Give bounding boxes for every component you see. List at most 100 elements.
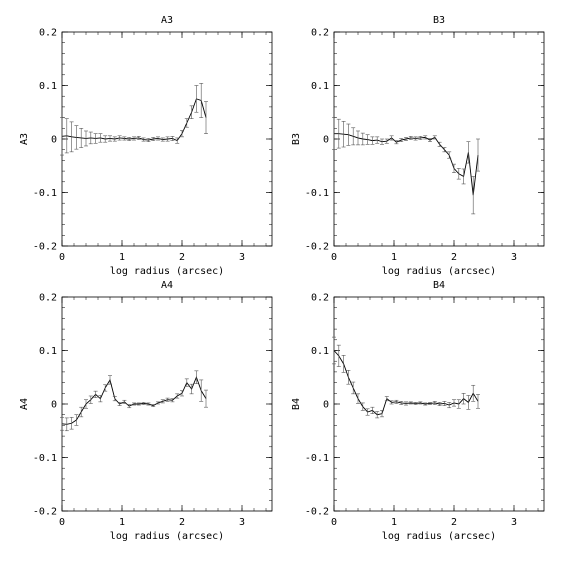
error-bar — [380, 138, 384, 145]
series-line — [61, 375, 207, 425]
error-bar — [384, 396, 389, 402]
error-bar — [122, 136, 127, 141]
error-bar — [160, 137, 165, 142]
y-axis-label: A3 — [19, 133, 30, 145]
x-tick-label: 1 — [391, 252, 397, 263]
error-bar — [452, 399, 456, 407]
y-tick-label: 0 — [323, 135, 329, 146]
x-axis-label: log radius (arcsec) — [110, 531, 224, 542]
x-tick-label: 2 — [179, 252, 185, 263]
error-bar — [146, 402, 151, 406]
error-bar — [122, 399, 127, 404]
y-tick-label: 0 — [51, 400, 57, 411]
x-tick-label: 2 — [179, 517, 185, 528]
x-tick-label: 0 — [59, 517, 65, 528]
x-axis-label: log radius (arcsec) — [382, 531, 496, 542]
error-bar — [93, 133, 98, 144]
error-bar — [136, 136, 141, 140]
error-bar — [108, 135, 112, 142]
error-bar — [461, 168, 466, 185]
y-tick-label: 0.2 — [311, 293, 329, 304]
error-bar — [423, 402, 428, 406]
error-bar — [404, 401, 408, 406]
x-tick-label: 0 — [331, 252, 337, 263]
error-bar — [165, 397, 170, 402]
error-bar — [117, 402, 122, 406]
error-bar — [452, 163, 456, 174]
error-bar — [194, 370, 199, 384]
error-bar — [189, 383, 194, 395]
error-bar — [423, 135, 428, 140]
error-bar — [341, 121, 346, 148]
y-tick-label: -0.2 — [305, 507, 329, 518]
error-bar — [146, 138, 151, 142]
x-tick-label: 1 — [119, 252, 125, 263]
error-bar — [199, 379, 204, 402]
y-tick-label: -0.2 — [33, 242, 57, 253]
error-bar — [413, 402, 418, 405]
error-bar — [471, 384, 476, 402]
x-tick-label: 1 — [391, 517, 397, 528]
error-bar — [199, 83, 204, 118]
error-bar — [389, 135, 394, 141]
y-tick-label: -0.1 — [33, 453, 57, 464]
panel-b3: B3 0 1 2 3 -0.2 -0.1 0 0.1 0.2 log radius (arcsec)… — [291, 15, 545, 277]
error-bar — [360, 402, 365, 411]
error-bar — [346, 123, 351, 146]
y-tick-label: -0.1 — [33, 188, 57, 199]
error-bar — [476, 394, 480, 409]
y-tick-label: 0.2 — [39, 28, 57, 39]
error-bar — [370, 406, 375, 414]
y-axis-label: A4 — [19, 398, 30, 410]
error-bar — [117, 135, 122, 141]
x-axis-label: log radius (arcsec) — [382, 266, 496, 277]
error-bar — [408, 136, 413, 140]
y-tick-label: 0.2 — [39, 293, 57, 304]
error-bar — [437, 141, 442, 147]
y-axis-label: B3 — [291, 133, 302, 145]
error-bar — [112, 136, 117, 142]
x-tick-label: 3 — [511, 517, 517, 528]
error-bar — [184, 378, 189, 387]
error-bar — [165, 136, 170, 142]
panel-b4: B4 0 1 2 3 -0.2 -0.1 0 0.1 0.2 log radius (arcsec)… — [291, 280, 545, 542]
error-bar — [375, 136, 380, 144]
error-bar — [112, 396, 117, 402]
error-bar — [141, 402, 146, 405]
error-bar — [408, 401, 413, 405]
error-bar — [332, 117, 336, 150]
x-tick-label: 2 — [451, 517, 457, 528]
error-bar — [88, 395, 93, 404]
error-bar — [356, 130, 360, 146]
error-bar — [160, 399, 165, 404]
series-line — [334, 133, 479, 196]
x-axis-label: log radius (arcsec) — [110, 266, 224, 277]
error-bar — [180, 390, 184, 397]
error-bar — [336, 344, 341, 367]
error-bar — [74, 414, 79, 426]
error-bar — [394, 399, 399, 404]
panel-title: A3 — [161, 15, 173, 26]
y-tick-label: 0 — [323, 400, 329, 411]
error-bar — [151, 137, 156, 141]
error-bar — [375, 411, 380, 419]
error-bar — [442, 401, 447, 406]
error-bar — [79, 128, 84, 148]
y-tick-label: -0.1 — [305, 188, 329, 199]
error-bar — [60, 117, 64, 156]
error-bar — [399, 138, 404, 142]
error-bar — [356, 393, 360, 404]
series-line — [61, 98, 207, 142]
error-bar — [84, 399, 88, 409]
error-bar — [332, 336, 336, 365]
error-bar — [351, 381, 356, 395]
error-bar — [132, 136, 136, 141]
error-bar — [127, 404, 132, 409]
error-bar — [204, 389, 208, 408]
error-bar — [418, 136, 423, 140]
error-bar — [389, 400, 394, 405]
error-bar — [384, 138, 389, 144]
error-bar — [394, 140, 399, 145]
error-bar — [428, 402, 432, 405]
error-bar — [370, 136, 375, 145]
